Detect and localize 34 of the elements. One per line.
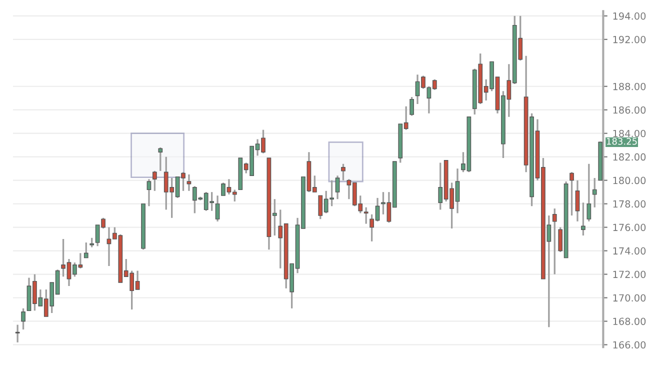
candlestick — [335, 174, 340, 200]
y-tick-label: 178.00 — [613, 200, 646, 208]
y-tick-label: 170.00 — [613, 294, 646, 302]
y-tick-label: 194.00 — [613, 12, 646, 20]
y-tick-label: 176.00 — [613, 224, 646, 232]
candlestick — [570, 171, 574, 216]
y-tick-label: 182.00 — [613, 153, 646, 161]
candlestick — [552, 208, 557, 276]
y-tick-label: 172.00 — [613, 270, 646, 278]
y-tick-label: 186.00 — [613, 106, 646, 114]
candlestick — [158, 146, 163, 172]
y-tick-label: 184.00 — [613, 130, 646, 138]
y-tick-label: 192.00 — [613, 36, 646, 44]
y-tick-label: 188.00 — [613, 82, 646, 90]
candlestick — [146, 178, 152, 207]
candlestick — [581, 202, 586, 236]
candlestick — [152, 170, 157, 192]
y-tick-label: 166.00 — [613, 341, 646, 349]
candlestick — [84, 242, 88, 259]
candlestick — [15, 324, 20, 344]
candlestick — [90, 237, 94, 248]
candlestick — [215, 194, 220, 222]
text: 183.25 — [606, 138, 637, 145]
candlestick — [586, 163, 592, 222]
candlestick — [575, 179, 580, 222]
candlestick — [341, 163, 346, 182]
y-tick-label: 180.00 — [613, 176, 646, 184]
candlestick — [364, 206, 368, 225]
candlestick — [592, 177, 597, 208]
candlestick — [186, 174, 192, 192]
y-tick-label: 168.00 — [613, 318, 646, 326]
candlestick — [410, 96, 414, 117]
candlestick — [21, 307, 26, 330]
y-tick-label: 174.00 — [613, 247, 646, 255]
